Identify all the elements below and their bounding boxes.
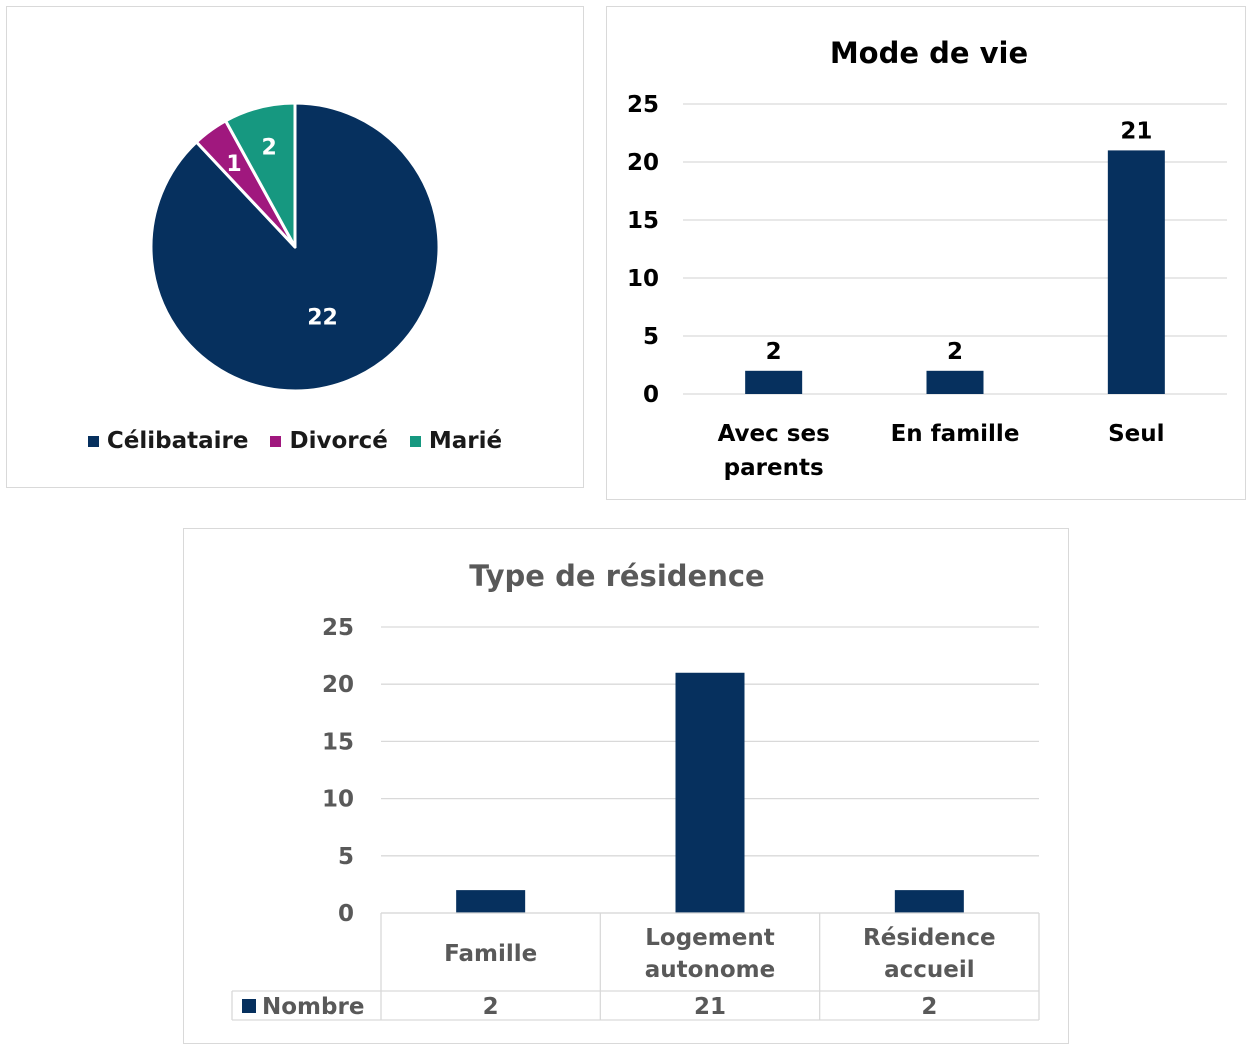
y-tick-label-10: 10: [322, 787, 354, 813]
data-label-seul: 21: [1120, 118, 1152, 144]
chart-title: Mode de vie: [830, 36, 1028, 70]
legend-swatch-divorce: [270, 435, 282, 447]
y-tick-label-0: 0: [338, 901, 354, 927]
x-tick-label-en-famille: En famille: [891, 421, 1020, 447]
legend-item-celibataire: Célibataire: [87, 428, 249, 454]
mode-de-vie-bar-chart: Mode de vie 0 5 10 15 20 25 2 Avec ses parents 2 En…: [627, 36, 1227, 481]
table-legend-label: Nombre: [262, 994, 364, 1020]
x-tick-label-logement-autonome: Logement autonome: [645, 925, 775, 983]
bar-seul: [1107, 150, 1165, 394]
data-label-avec-ses-parents: 2: [766, 339, 782, 365]
legend-label-celibataire: Célibataire: [106, 428, 249, 454]
pie-legend: Célibataire Divorcé Marié: [7, 428, 583, 454]
pie-slice-celibataire: [149, 101, 441, 393]
legend-label-marie: Marié: [428, 428, 503, 454]
x-tick-label-famille: Famille: [444, 941, 537, 967]
x-tick-label-seul: Seul: [1108, 421, 1164, 447]
y-tick-label-5: 5: [338, 844, 354, 870]
y-tick-label-20: 20: [322, 672, 354, 698]
type-de-residence-bar-chart: Type de résidence 0 5 10 15 20 25 Nombre Famille…: [231, 559, 1040, 1021]
y-tick-label-25: 25: [322, 615, 354, 641]
chart-title: Type de résidence: [469, 559, 764, 593]
pie-data-label-marie: 2: [262, 136, 277, 161]
table-value-logement-autonome: 21: [694, 994, 726, 1020]
y-tick-label-10: 10: [627, 266, 659, 292]
pie-chart: 22 12: [149, 101, 441, 393]
data-label-en-famille: 2: [947, 339, 963, 365]
bar-famille: [456, 890, 526, 913]
bar-en-famille: [926, 370, 984, 394]
marital-status-chart: 22 1 2 Célibataire Divorcé Marié: [6, 6, 584, 488]
table-value-residence-accueil: 2: [921, 994, 937, 1020]
legend-label-divorce: Divorcé: [289, 428, 388, 454]
type-de-residence-chart: Type de résidence 0 5 10 15 20 25 Nombre Famille…: [183, 528, 1069, 1044]
y-tick-label-0: 0: [643, 382, 659, 408]
legend-item-divorce: Divorcé: [270, 428, 388, 454]
legend-swatch-celibataire: [87, 435, 99, 447]
table-value-famille: 2: [483, 994, 499, 1020]
bar-logement-autonome: [675, 672, 745, 913]
table-legend-swatch: [242, 999, 256, 1013]
legend-swatch-marie: [409, 435, 421, 447]
y-tick-label-15: 15: [627, 208, 659, 234]
x-tick-label-residence-accueil: Résidence accueil: [863, 925, 996, 983]
bar-avec-ses-parents: [745, 370, 803, 394]
y-tick-label-15: 15: [322, 729, 354, 755]
pie-data-label-divorce: 1: [226, 152, 241, 177]
y-tick-label-20: 20: [627, 150, 659, 176]
y-tick-label-25: 25: [627, 92, 659, 118]
pie-slice-marie: [224, 101, 297, 249]
bar-residence-accueil: [894, 890, 964, 913]
legend-item-marie: Marié: [409, 428, 503, 454]
pie-data-label-celibataire: 22: [307, 306, 338, 331]
x-tick-label-avec-ses-parents: Avec ses parents: [718, 421, 830, 481]
mode-de-vie-chart: Mode de vie 0 5 10 15 20 25 2 Avec ses parents 2 En…: [606, 6, 1246, 500]
y-tick-label-5: 5: [643, 324, 659, 350]
